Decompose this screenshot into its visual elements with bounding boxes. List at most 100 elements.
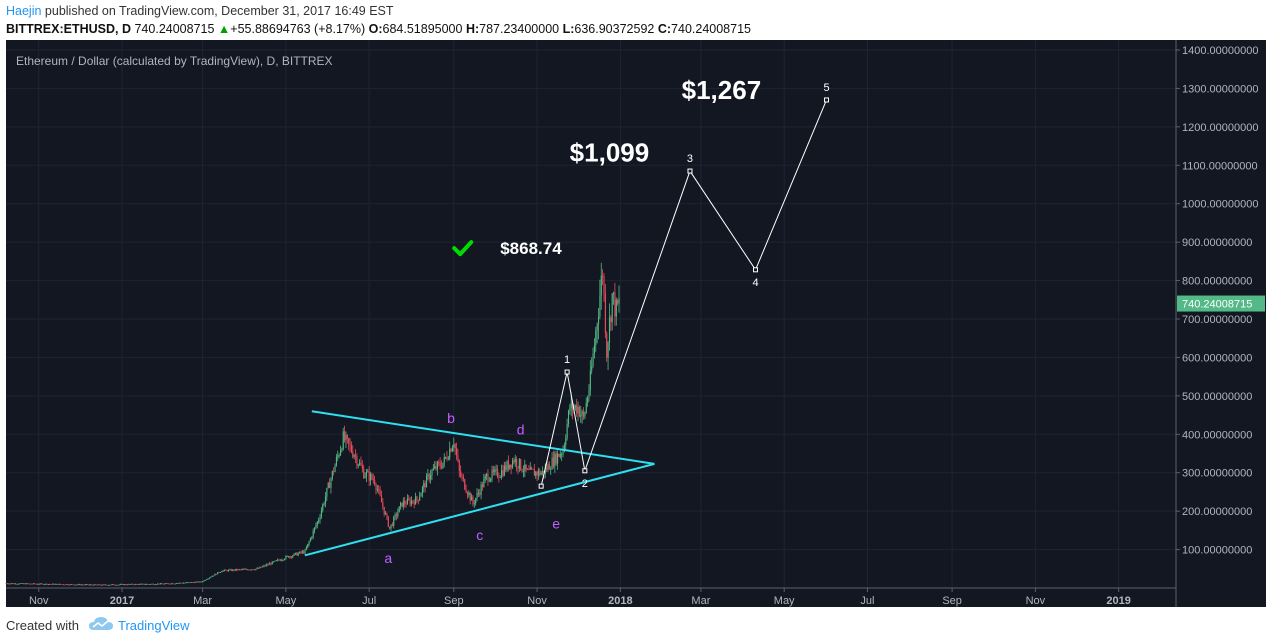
- candle-body: [562, 450, 564, 455]
- price-axis[interactable]: 100.00000000 200.00000000 300.00000000 400.…: [1175, 40, 1265, 607]
- candle-body: [350, 445, 353, 452]
- candle-body: [116, 584, 118, 586]
- up-triangle-icon: ▲: [217, 22, 231, 36]
- candle-body: [457, 455, 459, 461]
- candle-body: [533, 469, 535, 476]
- candle-body: [263, 565, 265, 567]
- wave-label: 2: [582, 478, 588, 490]
- candle-body: [174, 583, 176, 585]
- candle-body: [442, 462, 444, 468]
- candle-body: [19, 583, 21, 585]
- candle-body: [529, 467, 531, 470]
- candle-body: [613, 292, 615, 294]
- candle-body: [398, 506, 400, 513]
- candle-body: [54, 584, 56, 585]
- candle-body: [223, 569, 226, 571]
- candle-body: [412, 500, 414, 502]
- candle-body: [226, 570, 228, 572]
- candle-body: [75, 584, 77, 586]
- candle-body: [475, 498, 477, 504]
- candle-body: [316, 521, 318, 526]
- candle-body: [193, 582, 196, 584]
- candle-body: [595, 330, 597, 345]
- open-value: 684.51895000: [382, 22, 463, 36]
- candle-body: [510, 464, 512, 468]
- candle-body: [469, 492, 471, 501]
- candle-body: [247, 569, 249, 571]
- candle-body: [270, 563, 272, 565]
- candle-body: [124, 584, 126, 586]
- candle-body: [8, 583, 10, 585]
- time-tick-label: May: [275, 595, 296, 607]
- candle-body: [208, 577, 211, 579]
- time-axis[interactable]: Nov 2017 Mar May Jul Sep Nov 2018 Mar May Jul Sep No…: [6, 587, 1176, 607]
- time-tick-label: Mar: [193, 595, 212, 607]
- time-tick-label: Sep: [942, 595, 962, 607]
- candle-body: [581, 411, 583, 415]
- candle-body: [473, 503, 475, 505]
- eth-chart[interactable]: 1 2 3 4 5 a b c d e $868.74 $1,099 $1,267 100.000000…: [0, 40, 1270, 607]
- candle-body: [255, 568, 257, 570]
- candle-body: [471, 496, 473, 501]
- triangle-label-c: c: [476, 527, 483, 543]
- candle-body: [496, 469, 499, 477]
- candle-body: [499, 477, 501, 478]
- candle-body: [546, 467, 548, 470]
- candle-body: [574, 405, 576, 408]
- candle-body: [16, 583, 18, 585]
- candle-body: [83, 584, 85, 586]
- candle-body: [389, 526, 391, 529]
- candle-body: [413, 501, 415, 505]
- candle-body: [118, 584, 120, 586]
- candle-body: [76, 584, 78, 586]
- candle-body: [483, 479, 485, 488]
- candle-body: [527, 469, 529, 470]
- candle-body: [200, 581, 202, 583]
- tradingview-brand[interactable]: TradingView: [118, 618, 190, 633]
- candle-body: [563, 445, 565, 451]
- candle-body: [264, 565, 266, 567]
- candle-body: [319, 517, 321, 521]
- candle-body: [234, 569, 236, 571]
- candle-body: [524, 464, 526, 472]
- candle-body: [617, 300, 619, 304]
- candle-body: [420, 493, 422, 497]
- candle-body: [352, 451, 354, 457]
- candle-body: [479, 492, 481, 495]
- candle-body: [56, 583, 58, 585]
- candle-body: [615, 300, 617, 317]
- candle-body: [294, 552, 297, 554]
- candle-body: [169, 583, 171, 585]
- price-change: +55.88694763 (+8.17%): [230, 22, 366, 36]
- time-tick-label: Nov: [527, 595, 547, 607]
- created-with: Created with: [6, 618, 79, 633]
- candle-body: [91, 584, 93, 586]
- candle-body: [425, 475, 428, 488]
- candle-body: [9, 583, 11, 585]
- price-tick-label: 800.00000000: [1182, 276, 1252, 288]
- candle-body: [506, 461, 508, 471]
- candle-body: [339, 450, 342, 456]
- annotation-1099: $1,099: [570, 138, 650, 168]
- candle-body: [359, 462, 361, 465]
- candle-body: [80, 584, 82, 586]
- candle-body: [548, 464, 550, 470]
- candle-body: [238, 569, 241, 571]
- candle-body: [87, 584, 89, 586]
- author-link[interactable]: Haejin: [6, 4, 42, 18]
- candle-body: [443, 457, 445, 463]
- candle-body: [98, 584, 100, 586]
- candle-body: [69, 584, 71, 586]
- candle-body: [416, 496, 418, 500]
- candle-body: [221, 571, 223, 573]
- price-tick-label: 100.00000000: [1182, 545, 1252, 557]
- candle-body: [35, 583, 37, 585]
- candle-body: [600, 275, 602, 296]
- candle-body: [65, 584, 67, 586]
- candle-body: [582, 411, 585, 417]
- candle-body: [374, 480, 376, 485]
- candle-body: [32, 583, 34, 585]
- chart-area[interactable]: 1 2 3 4 5 a b c d e $868.74 $1,099 $1,267 100.000000…: [0, 40, 1270, 607]
- triangle-label-e: e: [552, 515, 560, 531]
- candle-body: [577, 406, 579, 414]
